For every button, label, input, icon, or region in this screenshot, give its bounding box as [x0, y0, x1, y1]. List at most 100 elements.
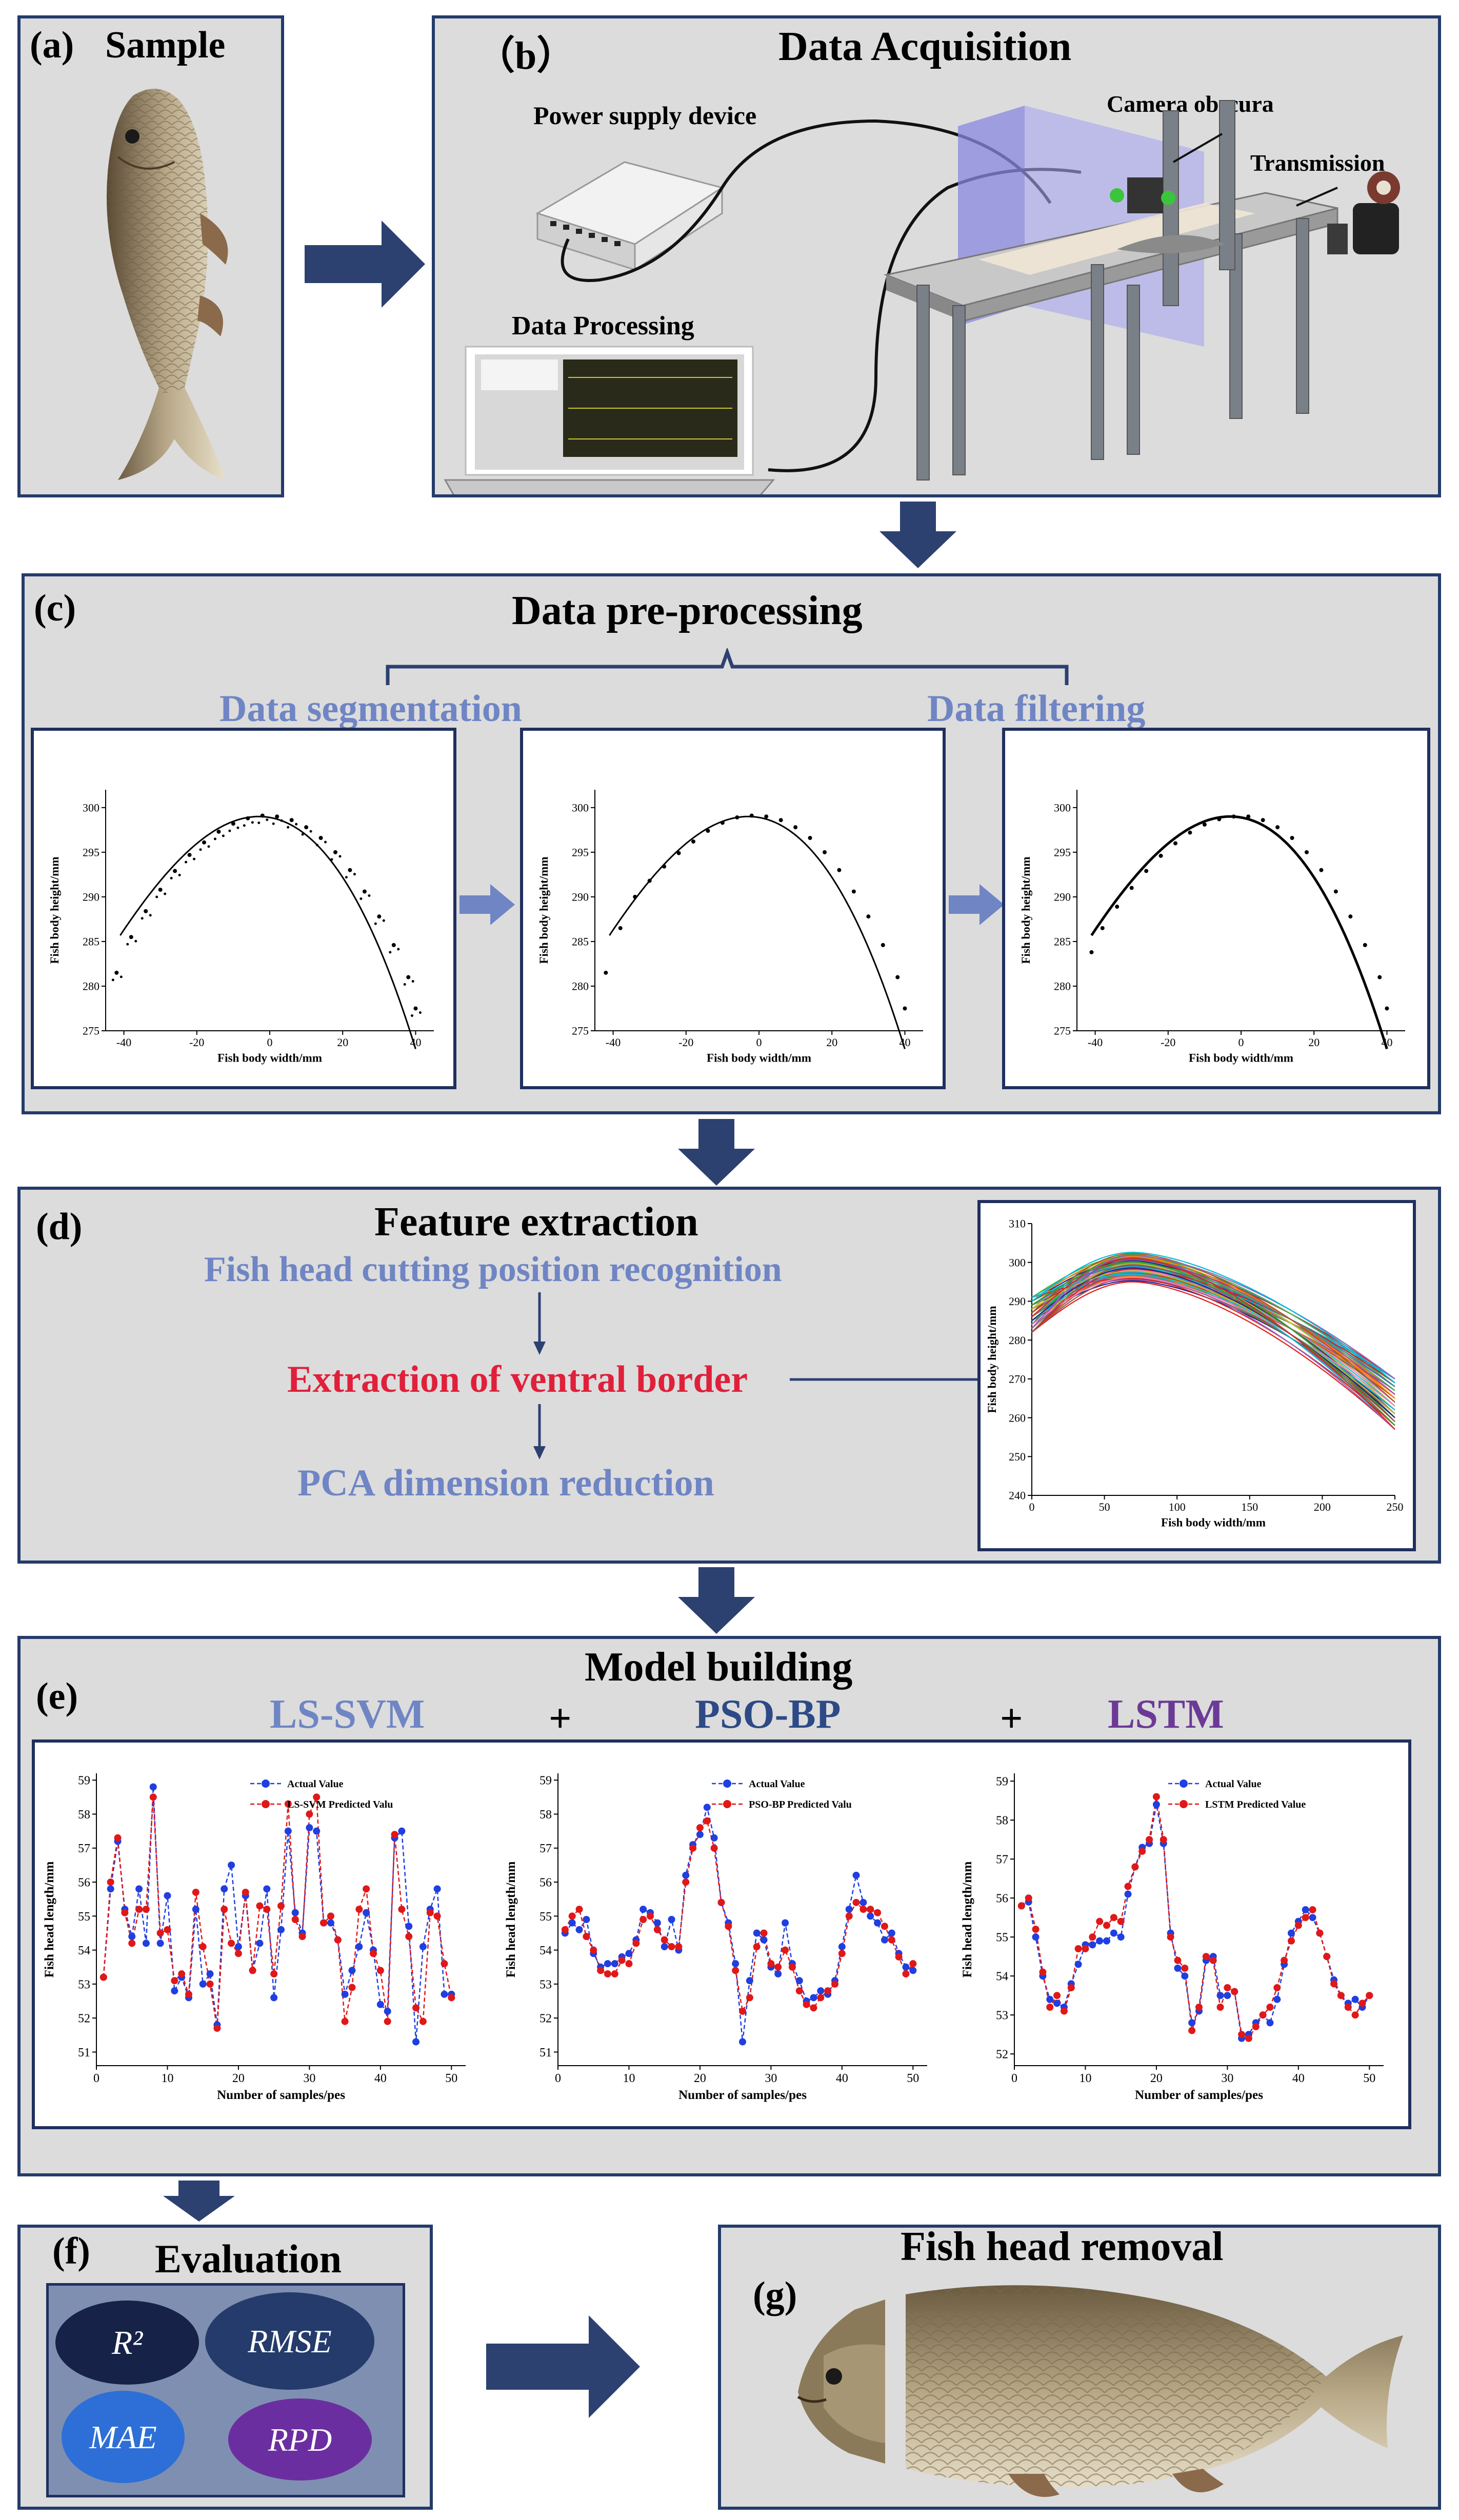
ventral-border-curve [1031, 1259, 1395, 1395]
data-point [1261, 818, 1265, 823]
y-tick-label: 59 [539, 1774, 552, 1788]
point-actual [348, 1967, 356, 1974]
fish-sample-image [107, 89, 228, 481]
point-predicted [1302, 1914, 1309, 1922]
noise-point [193, 857, 196, 861]
point-predicted [228, 1939, 235, 1947]
x-tick-label: 20 [232, 2072, 245, 2085]
y-tick-label: 52 [78, 2012, 90, 2026]
noise-point [111, 978, 114, 982]
x-tick-label: 20 [337, 1036, 348, 1049]
y-tick-label: 290 [572, 891, 589, 904]
x-tick-label: 0 [267, 1036, 273, 1049]
point-actual [852, 1871, 860, 1879]
point-actual [1110, 1929, 1117, 1937]
point-actual [739, 2038, 746, 2046]
point-predicted [448, 1994, 455, 2002]
point-actual [1096, 1937, 1104, 1945]
point-actual [1224, 1992, 1231, 1999]
point-actual [306, 1824, 313, 1832]
point-actual [398, 1827, 406, 1835]
point-actual [1103, 1937, 1110, 1945]
point-predicted [363, 1885, 370, 1893]
panel-f-label: (f) [52, 2230, 90, 2272]
y-tick-label: 57 [539, 1842, 552, 1855]
legend-label: Actual Value [287, 1778, 344, 1790]
profile-curve [1090, 815, 1388, 1050]
point-actual [107, 1885, 114, 1893]
data-point [604, 970, 608, 975]
acquisition-illustration [444, 100, 1400, 494]
point-predicted [725, 1923, 732, 1930]
metric-mae-ellipse [62, 2391, 185, 2483]
x-tick-label: 250 [1387, 1501, 1404, 1513]
point-predicted [185, 1990, 192, 1998]
point-actual [1273, 1995, 1281, 2003]
point-predicted [178, 1970, 186, 1978]
y-tick-label: 240 [1009, 1489, 1026, 1502]
motor-icon [1327, 171, 1400, 254]
point-predicted [1323, 1953, 1331, 1961]
point-predicted [298, 1933, 306, 1941]
point-predicted [213, 2025, 221, 2032]
y-tick-label: 295 [1054, 846, 1071, 859]
data-point [1173, 841, 1177, 846]
point-actual [661, 1943, 668, 1951]
x-axis-label: Number of samples/pes [1135, 2088, 1263, 2102]
plot-d1: 0 50 100 150 200 250 240 250 260 270 280 290 300 310 F… [977, 1200, 1416, 1551]
data-point [333, 850, 337, 854]
point-predicted [1074, 1945, 1082, 1952]
ventral-border-curve [1031, 1251, 1395, 1384]
data-point [158, 887, 163, 892]
point-predicted [895, 1953, 903, 1961]
y-tick-label: 53 [996, 2009, 1008, 2023]
point-actual [682, 1871, 690, 1879]
point-actual [270, 1994, 278, 2002]
point-actual [746, 1977, 753, 1985]
point-actual [902, 1963, 910, 1971]
legend-label: PSO-BP Predicted Valu [749, 1799, 852, 1810]
point-predicted [590, 1946, 597, 1954]
y-tick-label: 300 [83, 802, 99, 814]
data-point [618, 926, 623, 930]
point-predicted [1146, 1836, 1153, 1844]
point-predicted [653, 1926, 661, 1933]
y-tick-label: 280 [572, 980, 589, 993]
x-axis-label: Fish body width/mm [217, 1051, 322, 1065]
point-actual [653, 1919, 661, 1927]
point-predicted [1167, 1933, 1174, 1941]
point-predicted [1252, 2023, 1260, 2030]
noise-point [141, 917, 144, 920]
point-predicted [867, 1906, 874, 1913]
y-tick-label: 260 [1009, 1411, 1026, 1424]
point-actual [327, 1919, 334, 1927]
arrow-e-to-f [163, 2181, 235, 2222]
point-actual [234, 1943, 242, 1951]
data-point [1290, 836, 1294, 840]
ventral-border-curve [1031, 1264, 1395, 1422]
point-predicted [1188, 2027, 1196, 2034]
point-predicted [767, 1960, 775, 1968]
x-tick-label: 30 [765, 2072, 777, 2085]
x-tick-label: 10 [623, 2072, 635, 2085]
point-predicted [1366, 1992, 1373, 1999]
point-predicted [1124, 1883, 1132, 1890]
point-predicted [1096, 1917, 1104, 1925]
noise-point [374, 922, 377, 925]
y-tick-label: 290 [83, 891, 99, 904]
point-actual [199, 1980, 207, 1988]
point-actual [888, 1929, 895, 1937]
noise-point [353, 873, 356, 876]
point-predicted [1337, 1992, 1345, 1999]
point-predicted [845, 1912, 853, 1920]
point-predicted [774, 1963, 782, 1971]
point-predicted [234, 1950, 242, 1957]
data-point [851, 889, 856, 894]
point-predicted [1025, 1894, 1032, 1902]
point-actual [433, 1885, 441, 1893]
point-actual [795, 1977, 803, 1985]
noise-point [368, 894, 371, 897]
legend-marker [1180, 1800, 1188, 1808]
